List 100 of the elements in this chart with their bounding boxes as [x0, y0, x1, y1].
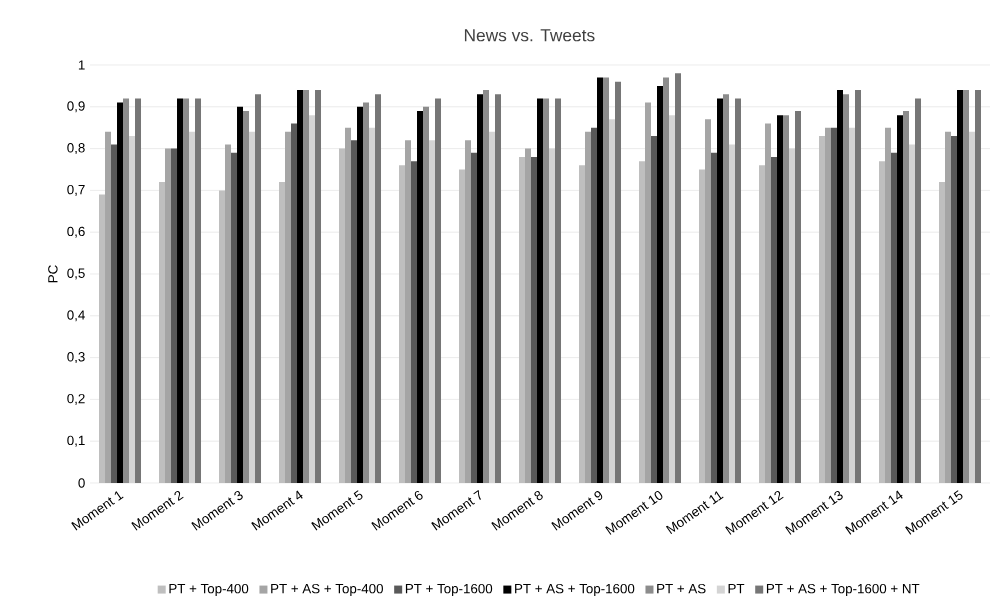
bar: [417, 110, 424, 483]
legend-label: PT + AS + Top-1600 + NT: [766, 583, 920, 596]
y-tick-label: 0,3: [67, 352, 85, 364]
legend-label: PT + AS + Top-400: [271, 583, 383, 596]
bar: [591, 127, 598, 483]
bar: [399, 165, 406, 483]
legend-label: PT + Top-400: [169, 583, 249, 596]
bar: [639, 161, 646, 483]
bar: [237, 106, 244, 483]
bar: [297, 90, 304, 483]
bar: [795, 110, 801, 483]
bar: [651, 136, 657, 483]
bar: [777, 115, 783, 483]
bar: [519, 156, 526, 483]
bar: [603, 77, 610, 483]
bar: [717, 98, 723, 483]
chart-title: News vs. Tweets: [464, 29, 595, 42]
bar: [99, 194, 106, 483]
bar: [579, 165, 586, 483]
bar: [405, 140, 412, 483]
bar: [885, 127, 891, 483]
bar: [903, 110, 909, 483]
bar: [975, 90, 981, 483]
bar: [177, 98, 184, 483]
bar: [183, 98, 190, 483]
bar: [723, 94, 730, 483]
bar: [159, 182, 166, 483]
legend-label: PT + AS + Top-1600: [515, 583, 635, 596]
bar: [255, 94, 262, 483]
bar: [465, 140, 472, 483]
y-tick-label: 0,6: [67, 226, 85, 238]
bar: [837, 90, 843, 483]
bar: [303, 90, 310, 483]
bar: [843, 94, 849, 483]
y-tick-label: 0,2: [67, 393, 85, 405]
bar: [315, 90, 322, 483]
y-tick-label: 0,4: [67, 310, 85, 322]
bar: [117, 102, 124, 483]
bar: [537, 98, 544, 483]
bar: [345, 127, 352, 483]
y-tick-label: 0,5: [67, 268, 85, 280]
bar: [339, 148, 346, 483]
bar: [423, 106, 430, 483]
bar: [219, 190, 226, 483]
bar: [831, 127, 838, 483]
bar: [357, 106, 364, 483]
bar: [675, 73, 681, 483]
bar: [945, 131, 951, 483]
bar: [765, 123, 772, 483]
bar: [585, 131, 592, 483]
bar: [243, 110, 250, 483]
bar: [957, 90, 963, 483]
bar: [285, 131, 292, 483]
bar: [879, 161, 885, 483]
bar: [597, 77, 604, 483]
bar: [225, 144, 232, 483]
y-axis-title: PC: [48, 265, 58, 283]
bar: [165, 148, 172, 483]
y-tick-label: 0,8: [67, 143, 85, 155]
bar: [123, 98, 130, 483]
y-tick-label: 0,7: [67, 184, 85, 196]
bar: [711, 152, 718, 483]
y-tick-label: 0: [78, 478, 85, 488]
bar: [963, 90, 969, 483]
bar: [915, 98, 921, 483]
bar: [111, 144, 118, 483]
bar: [531, 156, 538, 483]
bar: [705, 119, 712, 483]
bar: [525, 148, 531, 483]
bar: [135, 98, 142, 483]
bar: [363, 102, 370, 483]
legend-label: PT: [728, 583, 745, 594]
legend-label: PT + Top-1600: [405, 583, 493, 596]
bar: [735, 98, 741, 483]
bar: [171, 148, 178, 483]
bar: [783, 115, 789, 483]
bar: [495, 94, 502, 483]
bar: [375, 94, 382, 483]
bar: [555, 98, 562, 483]
bar: [105, 131, 112, 483]
y-tick-label: 1: [78, 60, 85, 70]
bar: [543, 98, 550, 483]
bar: [855, 90, 862, 483]
bar: [411, 161, 418, 483]
bar: [477, 94, 484, 483]
bar: [645, 102, 652, 483]
bar: [657, 85, 664, 483]
bar: [897, 115, 904, 483]
bar: [351, 140, 358, 483]
bar: [825, 127, 831, 483]
bar: [279, 182, 286, 483]
bar: [699, 169, 705, 483]
y-tick-label: 0,1: [67, 435, 85, 447]
bar: [951, 136, 957, 483]
legend-label: PT + AS: [657, 583, 706, 594]
bar: [483, 90, 490, 483]
bar: [459, 169, 466, 483]
bar: [891, 152, 897, 483]
bar: [231, 152, 238, 483]
bar: [471, 152, 478, 483]
